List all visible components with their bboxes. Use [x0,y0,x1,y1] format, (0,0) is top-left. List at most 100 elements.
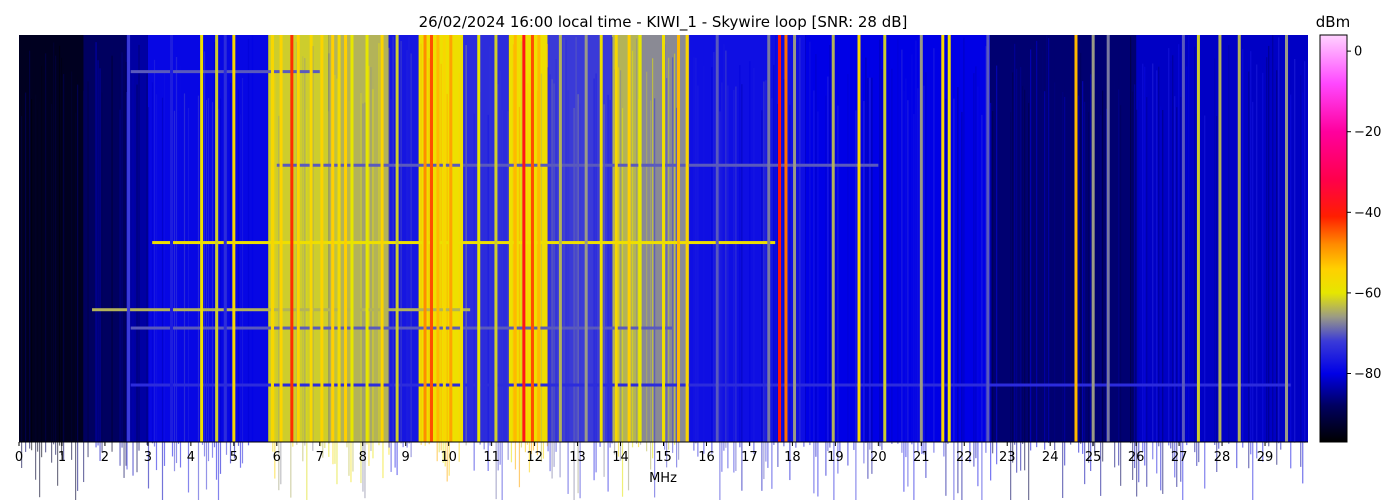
noise-column [1268,45,1270,447]
noise-column [551,79,553,479]
noise-column [825,95,827,476]
noise-column [388,43,390,448]
x-tick-label: 12 [526,450,543,465]
noise-column [229,82,232,464]
noise-column [719,111,721,500]
noise-column [549,74,551,472]
noise-column [1302,92,1304,484]
signal-carrier-16.25mhz [715,35,719,442]
signal-carrier-10.7mhz [477,35,481,442]
x-tick-label: 29 [1257,450,1274,465]
noise-column [1156,70,1158,474]
noise-column [55,55,57,455]
noise-column [147,107,150,489]
signal-carrier-13.9mhz [614,35,618,442]
signal-carrier-11.55mhz [513,35,517,442]
noise-column [1180,96,1182,482]
noise-column [274,72,276,479]
noise-column [809,41,811,446]
noise-column [420,43,422,445]
noise-column [1070,62,1072,445]
signal-carrier-14.45mhz [638,35,642,442]
noise-column [1196,113,1198,466]
signal-carrier-13.2mhz [584,35,588,442]
x-tick-label: 26 [1128,450,1145,465]
noise-column [87,81,89,458]
noise-column [1162,110,1164,494]
noise-column [855,110,857,500]
noise-column [1236,61,1238,469]
signal-carrier-14.2mhz [627,35,631,442]
signal-carrier-8.45mhz [380,35,384,442]
noise-column [957,87,959,494]
noise-column [973,73,975,467]
signal-carrier-27.45mhz [1196,35,1200,442]
colorbar-tick-label: −40 [1354,206,1381,221]
noise-column [990,102,992,481]
signal-carrier-11.95mhz [530,35,534,442]
signal-carrier-9.45mhz [423,35,427,442]
noise-column [815,54,817,457]
noise-column [1242,49,1244,448]
noise-column [61,57,63,456]
x-tick-label: 8 [359,450,367,465]
noise-column [765,80,767,462]
signal-carrier-12.6mhz [558,35,562,442]
noise-column [803,40,805,447]
noise-column [1014,43,1016,445]
noise-column [163,72,166,466]
x-tick-label: 15 [655,450,672,465]
noise-column [863,100,865,464]
noise-column [723,44,725,451]
noise-column [440,63,442,451]
signal-carrier-15mhz [662,35,665,442]
signal-carrier-7.6mhz [344,35,348,442]
noise-column [799,37,801,443]
noise-column [1146,97,1148,487]
noise-column [1024,89,1026,471]
noise-column [63,74,65,461]
noise-column [546,43,549,447]
noise-column [763,81,765,480]
noise-column [813,90,815,494]
signal-carrier-6.35mhz [290,35,294,442]
noise-column [121,52,123,448]
noise-column [37,109,39,452]
noise-column [897,38,899,444]
noise-column [1252,101,1254,500]
chart-title: 26/02/2024 16:00 local time - KIWI_1 - S… [419,13,908,32]
horizontal-trace [130,383,1291,387]
signal-carrier-2.55mhz [127,35,131,442]
x-tick-label: 28 [1214,450,1231,465]
noise-column [1054,82,1056,451]
noise-column [1168,48,1170,446]
noise-column [563,37,565,443]
noise-column [913,113,915,500]
noise-column [1102,90,1104,462]
noise-column [666,78,668,468]
x-tick-label: 16 [698,450,715,465]
noise-column [219,98,222,474]
noise-column [1262,72,1264,462]
noise-column [458,73,460,462]
signal-carrier-18.95mhz [831,35,835,442]
noise-column [125,61,127,466]
noise-column [31,99,33,451]
signal-carrier-18.05mhz [793,35,797,442]
noise-column [853,49,855,450]
noise-column [555,59,557,452]
noise-column [773,64,775,445]
noise-column [869,77,871,450]
band-level-10.3-11.4 [461,35,509,442]
noise-column [465,45,467,446]
noise-column [1010,112,1012,500]
noise-column [1118,89,1120,466]
noise-column [801,35,803,443]
noise-column [1046,35,1048,443]
signal-carrier-9.6mhz [429,35,433,442]
noise-column [1042,50,1044,443]
noise-column [1142,63,1144,452]
signal-carrier-19.55mhz [857,35,861,442]
noise-column [136,84,138,473]
noise-column [1228,45,1230,444]
